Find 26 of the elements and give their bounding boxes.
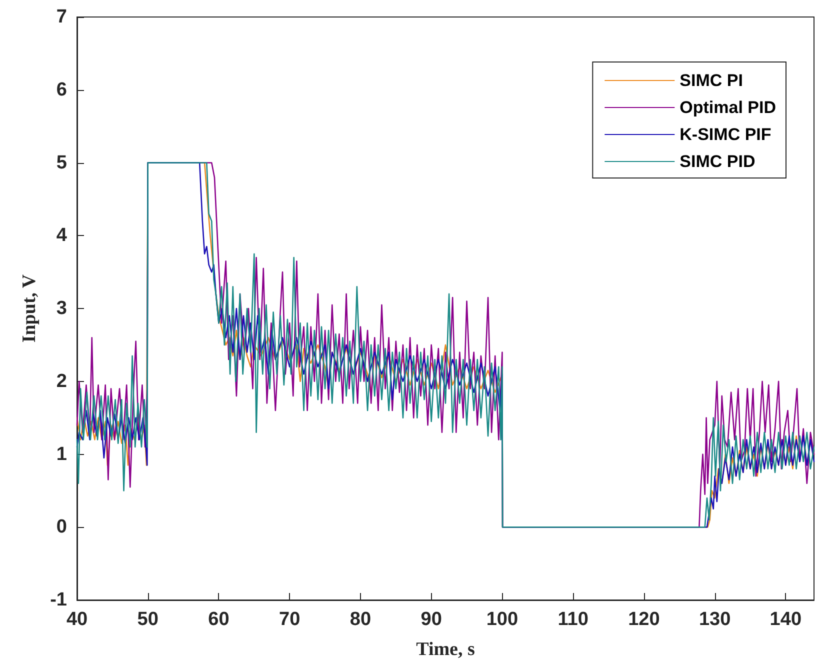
- x-tick-label: 40: [66, 609, 88, 630]
- x-axis-title: Time, s: [416, 639, 475, 660]
- x-tick-label: 140: [770, 609, 802, 630]
- x-tick-label: 80: [350, 609, 372, 630]
- x-tick-label: 130: [698, 609, 731, 630]
- legend-label: SIMC PI: [680, 71, 743, 90]
- y-tick-label: 0: [56, 516, 67, 538]
- y-tick-label: -1: [50, 590, 68, 610]
- y-tick-label: 3: [56, 298, 67, 319]
- x-tick-label: 100: [486, 609, 518, 630]
- y-tick-label: 6: [56, 79, 67, 100]
- y-tick-label: 5: [56, 152, 68, 174]
- y-tick-label: 7: [56, 6, 67, 28]
- y-tick-label: 2: [56, 370, 67, 392]
- y-tick-label: 4: [56, 225, 68, 246]
- legend-label: Optimal PID: [680, 98, 776, 117]
- x-tick-label: 50: [137, 609, 158, 630]
- x-tick-label: 70: [279, 609, 300, 630]
- x-tick-label: 90: [420, 609, 442, 630]
- legend-label: K-SIMC PIF: [680, 125, 772, 144]
- x-tick-label: 120: [628, 609, 660, 630]
- x-tick-label: 110: [558, 609, 588, 630]
- x-tick-label: 60: [208, 609, 230, 630]
- y-tick-label: 1: [56, 444, 68, 465]
- y-axis-title: Input, V: [19, 274, 40, 343]
- legend-label: SIMC PID: [680, 152, 756, 171]
